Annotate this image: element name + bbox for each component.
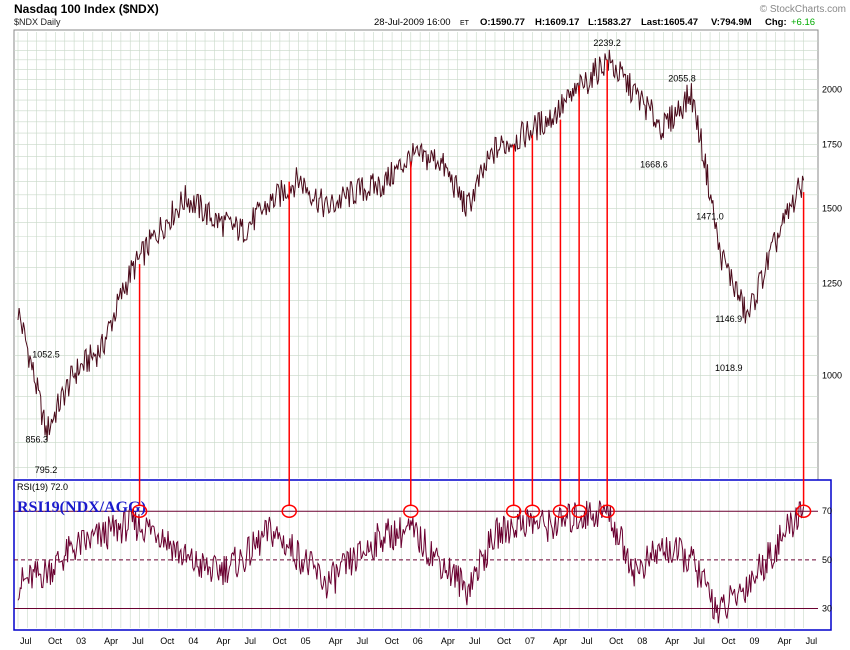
price-point-label: 1052.5 <box>32 349 60 359</box>
annotation-circle <box>281 504 297 518</box>
annotation-circle <box>131 504 148 518</box>
rsi-series <box>17 500 805 624</box>
chart-title: Nasdaq 100 Index ($NDX) <box>14 2 159 16</box>
quote-open: O:1590.77 <box>480 17 525 28</box>
price-point-labels: 1052.5 856.3 795.2 2239.2 2055.8 1668.6 1471.0… <box>25 38 742 475</box>
x-tick-label: Oct <box>273 636 288 646</box>
price-point-label: 2055.8 <box>668 73 696 83</box>
x-tick-label: Jul <box>244 636 256 646</box>
price-point-label: 1018.9 <box>715 363 743 373</box>
x-tick-label: 06 <box>413 636 423 646</box>
x-tick-label: Jul <box>581 636 593 646</box>
rsi-y-axis: 30 50 70 <box>822 506 832 613</box>
price-y-tick: 1500 <box>822 203 842 213</box>
annotation-circle <box>552 504 569 518</box>
rsi-y-tick: 70 <box>822 506 832 516</box>
x-tick-label: Apr <box>441 636 455 646</box>
annotation-circle <box>403 504 419 518</box>
annotation-layer <box>131 59 812 518</box>
rsi-y-tick: 50 <box>822 555 832 565</box>
quote-date-suffix: ET <box>460 20 470 27</box>
price-panel <box>13 29 819 481</box>
quote-strip: 28-Jul-2009 16:00 ET O:1590.77 H:1609.17… <box>374 17 815 28</box>
x-tick-label: Apr <box>104 636 118 646</box>
x-tick-label: 05 <box>301 636 311 646</box>
x-tick-label: Jul <box>469 636 481 646</box>
x-tick-label: 04 <box>188 636 198 646</box>
annotation-circle <box>599 504 615 518</box>
x-tick-label: 09 <box>749 636 759 646</box>
price-point-label: 2239.2 <box>593 38 621 48</box>
quote-volume: V:794.9M <box>711 17 752 28</box>
x-axis: Jul Oct 03 Apr Jul Oct 04 Apr Jul Oct 05 Apr Jul Oct 0… <box>20 636 817 646</box>
copyright: © StockCharts.com <box>760 4 846 15</box>
price-y-tick: 1250 <box>822 278 842 288</box>
x-tick-label: Oct <box>497 636 512 646</box>
x-tick-label: Apr <box>329 636 343 646</box>
rsi-line <box>17 500 805 624</box>
x-tick-label: Oct <box>721 636 736 646</box>
annotation-circle <box>571 504 587 518</box>
x-tick-label: Apr <box>553 636 567 646</box>
x-tick-label: Jul <box>20 636 32 646</box>
x-tick-label: Oct <box>385 636 400 646</box>
price-y-tick: 2000 <box>822 85 842 95</box>
rsi-grid <box>17 482 804 628</box>
annotation-circle <box>524 504 541 518</box>
chart-subtitle: $NDX Daily <box>14 17 61 27</box>
rsi-y-tick: 30 <box>822 604 832 614</box>
x-tick-label: 03 <box>76 636 86 646</box>
x-tick-label: Jul <box>693 636 705 646</box>
quote-last: Last:1605.47 <box>641 17 698 28</box>
x-tick-label: Oct <box>48 636 63 646</box>
price-y-tick: 1750 <box>822 140 842 150</box>
annotation-circle <box>505 504 522 518</box>
x-tick-label: 07 <box>525 636 535 646</box>
price-point-label: 1146.9 <box>715 314 742 324</box>
price-point-label: 1668.6 <box>640 159 668 169</box>
x-tick-label: Apr <box>665 636 679 646</box>
x-tick-label: Apr <box>216 636 230 646</box>
price-point-label: 1471.0 <box>696 211 724 221</box>
quote-date: 28-Jul-2009 16:00 <box>374 17 451 28</box>
x-tick-label: Jul <box>357 636 369 646</box>
quote-change-label: Chg: <box>765 17 787 28</box>
rsi-annotation-text: RSI19(NDX/AGG) <box>17 499 146 516</box>
price-point-label: 795.2 <box>35 465 58 475</box>
quote-high: H:1609.17 <box>535 17 579 28</box>
rsi-levels <box>14 510 818 610</box>
x-tick-label: Oct <box>609 636 624 646</box>
price-y-tick: 1000 <box>822 371 842 381</box>
x-tick-label: Oct <box>160 636 175 646</box>
quote-change-value: +6.16 <box>791 17 815 28</box>
x-tick-label: Apr <box>778 636 792 646</box>
x-tick-label: 08 <box>637 636 647 646</box>
quote-low: L:1583.27 <box>588 17 631 28</box>
annotation-circle <box>795 504 812 518</box>
price-point-label: 856.3 <box>25 435 48 445</box>
x-tick-label: Jul <box>806 636 818 646</box>
price-y-axis: 1000 1250 1500 1750 2000 <box>822 85 842 381</box>
rsi-label: RSI(19) 72.0 <box>17 482 68 492</box>
x-tick-label: Jul <box>132 636 144 646</box>
